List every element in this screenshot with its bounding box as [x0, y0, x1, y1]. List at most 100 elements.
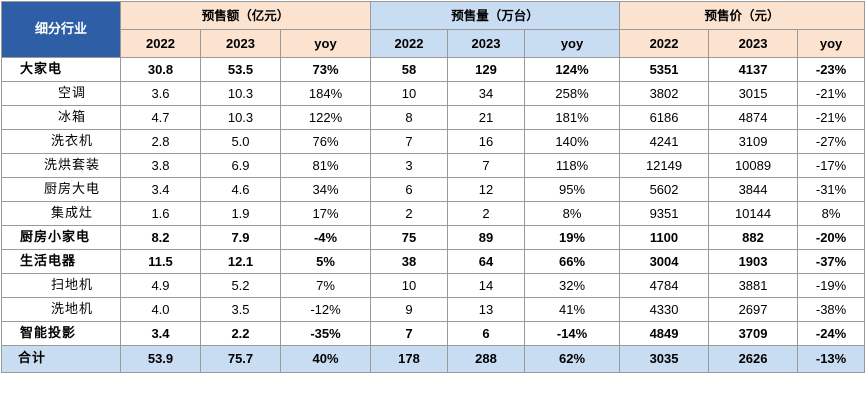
table-cell: 3.6	[120, 81, 201, 106]
total-row: 合计 53.9 75.7 40% 178 288 62% 3035 2626 -13%	[1, 345, 865, 373]
table-cell: 124%	[524, 57, 621, 82]
table-cell: 3709	[708, 321, 799, 346]
row-label: 大家电	[1, 57, 121, 82]
table-cell: 1903	[708, 249, 799, 274]
table-cell: 95%	[524, 177, 621, 202]
table-cell: 89	[447, 225, 526, 250]
table-cell: 3844	[708, 177, 799, 202]
table-cell: 882	[708, 225, 799, 250]
table-cell: 14	[447, 273, 526, 298]
table-cell: 258%	[524, 81, 621, 106]
table-cell: 9	[370, 297, 449, 322]
table-cell: 13	[447, 297, 526, 322]
table-cell: 8%	[797, 201, 865, 226]
table-cell: 81%	[279, 153, 372, 178]
table-cell: 10	[370, 273, 449, 298]
table-cell: 140%	[524, 129, 621, 154]
table-cell: 4849	[619, 321, 710, 346]
table-cell: 12	[447, 177, 526, 202]
table-cell: 12149	[619, 153, 710, 178]
table-cell: 2	[370, 201, 449, 226]
table-cell: 1100	[619, 225, 710, 250]
table-cell: 7	[370, 129, 449, 154]
row-label: 空调	[1, 81, 121, 106]
sub-header: yoy	[797, 29, 865, 58]
table-cell: 3.4	[120, 321, 201, 346]
table-cell: 32%	[524, 273, 621, 298]
table-cell: 11.5	[120, 249, 201, 274]
table-cell: 3802	[619, 81, 710, 106]
table-row: 厨房大电 3.4 4.6 34% 6 12 95% 5602 3844 -31%	[1, 177, 865, 202]
table-cell: 40%	[279, 345, 372, 373]
table-cell: -21%	[797, 81, 865, 106]
table-cell: 4784	[619, 273, 710, 298]
table-cell: 34	[447, 81, 526, 106]
table-row: 生活电器 11.5 12.1 5% 38 64 66% 3004 1903 -37%	[1, 249, 865, 274]
table-cell: 38	[370, 249, 449, 274]
table-cell: -27%	[797, 129, 865, 154]
table-cell: 3035	[619, 345, 710, 373]
table-cell: 8%	[524, 201, 621, 226]
table-cell: 4.9	[120, 273, 201, 298]
table-row: 厨房小家电 8.2 7.9 -4% 75 89 19% 1100 882 -20%	[1, 225, 865, 250]
table-cell: 7.9	[200, 225, 281, 250]
table-cell: 7	[447, 153, 526, 178]
table-cell: 129	[447, 57, 526, 82]
table-cell: -23%	[797, 57, 865, 82]
table-cell: 8.2	[120, 225, 201, 250]
table-cell: 75	[370, 225, 449, 250]
row-label: 智能投影	[1, 321, 121, 346]
table-cell: 58	[370, 57, 449, 82]
table-cell: 3109	[708, 129, 799, 154]
table-row: 智能投影 3.4 2.2 -35% 7 6 -14% 4849 3709 -24%	[1, 321, 865, 346]
table-cell: 2697	[708, 297, 799, 322]
table-cell: 2626	[708, 345, 799, 373]
table-cell: 288	[447, 345, 526, 373]
table-cell: 19%	[524, 225, 621, 250]
table-cell: 3.4	[120, 177, 201, 202]
table-cell: -31%	[797, 177, 865, 202]
table-cell: -13%	[797, 345, 865, 373]
table-cell: -4%	[279, 225, 372, 250]
table-cell: 4241	[619, 129, 710, 154]
sub-header: 2022	[370, 29, 449, 58]
table-cell: -38%	[797, 297, 865, 322]
table-cell: 6186	[619, 105, 710, 130]
row-label: 扫地机	[1, 273, 121, 298]
table-cell: -20%	[797, 225, 865, 250]
corner-header: 细分行业	[1, 1, 121, 58]
table-cell: 10089	[708, 153, 799, 178]
table-cell: 73%	[279, 57, 372, 82]
table-cell: 181%	[524, 105, 621, 130]
table-cell: 5.0	[200, 129, 281, 154]
table-cell: -35%	[279, 321, 372, 346]
header-row-subs: 2022 2023 yoy 2022 2023 yoy 2022 2023 yo…	[2, 29, 865, 58]
table-row: 冰箱 4.7 10.3 122% 8 21 181% 6186 4874 -21%	[1, 105, 865, 130]
group-header-volume: 预售量（万台）	[370, 1, 621, 30]
sub-header: 2022	[619, 29, 710, 58]
group-header-price: 预售价（元）	[619, 1, 865, 30]
sub-header: 2022	[120, 29, 201, 58]
table-cell: -19%	[797, 273, 865, 298]
table-row: 集成灶 1.6 1.9 17% 2 2 8% 9351 10144 8%	[1, 201, 865, 226]
table-cell: -12%	[279, 297, 372, 322]
table-cell: 4.0	[120, 297, 201, 322]
table-cell: 4330	[619, 297, 710, 322]
table-cell: 8	[370, 105, 449, 130]
table-cell: 7%	[279, 273, 372, 298]
table-cell: -21%	[797, 105, 865, 130]
table-cell: 4137	[708, 57, 799, 82]
row-label: 冰箱	[1, 105, 121, 130]
table-cell: 66%	[524, 249, 621, 274]
table-cell: 10.3	[200, 105, 281, 130]
table-cell: -37%	[797, 249, 865, 274]
table-cell: 10.3	[200, 81, 281, 106]
table-cell: 41%	[524, 297, 621, 322]
sub-header: 2023	[708, 29, 799, 58]
table-cell: 1.6	[120, 201, 201, 226]
table-cell: 2	[447, 201, 526, 226]
table-cell: 30.8	[120, 57, 201, 82]
table-cell: 118%	[524, 153, 621, 178]
table-cell: 76%	[279, 129, 372, 154]
row-label: 合计	[1, 345, 121, 373]
